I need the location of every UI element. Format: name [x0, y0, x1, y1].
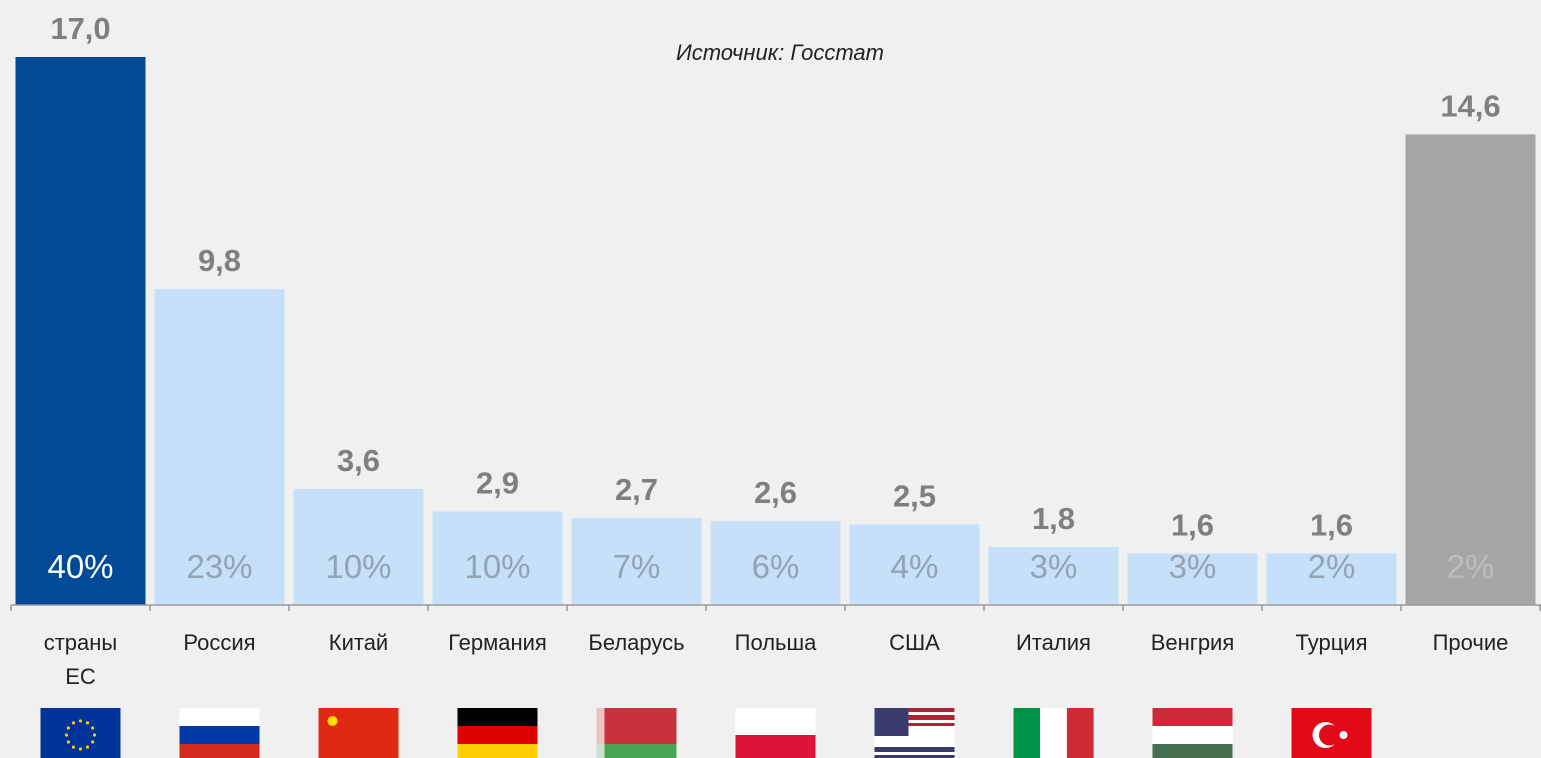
- value-label: 17,0: [50, 11, 110, 46]
- flag-star: [66, 740, 70, 744]
- bar: [1405, 134, 1536, 606]
- flag: [457, 726, 538, 745]
- flag: [179, 744, 260, 758]
- x-tick-label: Венгрия: [1150, 630, 1235, 655]
- flag-star: [66, 726, 70, 730]
- flag-stripe: [874, 752, 955, 755]
- share-label: 40%: [47, 548, 113, 585]
- flag: [596, 708, 677, 727]
- value-label: 1,6: [1310, 507, 1353, 542]
- flag-stripe: [874, 744, 955, 747]
- flag: [735, 708, 816, 736]
- value-label: 2,5: [893, 478, 936, 513]
- x-tick-label: Италия: [1016, 630, 1091, 655]
- flag-moon: [1319, 724, 1340, 746]
- x-tick-label: страны ЕС: [43, 630, 118, 689]
- flag: [179, 726, 260, 745]
- flag: [318, 708, 399, 758]
- x-tick-label: Турция: [1295, 630, 1368, 655]
- flag-canton: [874, 708, 909, 736]
- value-label: 2,9: [476, 466, 519, 501]
- bar: [154, 289, 285, 605]
- flag-star: [85, 721, 90, 725]
- x-tick-label: Прочие: [1432, 630, 1509, 655]
- flag: [1152, 744, 1233, 758]
- flag: [457, 708, 538, 727]
- bar: [849, 524, 980, 605]
- bar: [293, 488, 424, 605]
- bar: [1127, 553, 1258, 605]
- share-label: 3%: [1030, 548, 1078, 585]
- flag-star: [91, 740, 95, 744]
- x-tick-label: Беларусь: [588, 630, 685, 655]
- bar: [571, 517, 702, 605]
- flag-star: [91, 726, 95, 730]
- flag: [735, 735, 816, 758]
- flag: [596, 744, 677, 758]
- bar: [15, 57, 146, 605]
- x-tick-label: Китай: [328, 630, 389, 655]
- value-label: 1,8: [1032, 501, 1075, 536]
- share-label: 3%: [1169, 548, 1217, 585]
- bar: [432, 511, 563, 605]
- value-label: 2,6: [754, 475, 797, 510]
- share-label: 4%: [891, 548, 939, 585]
- flag: [179, 708, 260, 727]
- flag: [457, 744, 538, 758]
- bar: [710, 521, 841, 605]
- flag-star: [85, 745, 90, 749]
- flag-star: [327, 716, 338, 726]
- flag: [1013, 708, 1041, 758]
- x-tick-label: Россия: [183, 630, 256, 655]
- share-label: 23%: [186, 548, 252, 585]
- flag-stripe: [874, 712, 955, 715]
- value-label: 9,8: [198, 243, 241, 278]
- share-label: 2%: [1447, 548, 1495, 585]
- flag: [1040, 708, 1067, 758]
- source: Источник: Госстат: [676, 40, 884, 65]
- bar: [988, 546, 1119, 605]
- x-tick-label: США: [889, 630, 940, 655]
- x-tick-label: Германия: [448, 630, 547, 655]
- flag-ornament: [596, 708, 605, 758]
- flag-star: [71, 745, 76, 749]
- flag-star: [1339, 731, 1348, 739]
- flag-star: [78, 719, 83, 723]
- flag-star: [71, 721, 76, 725]
- flag-star: [64, 733, 69, 737]
- value-label: 2,7: [615, 472, 658, 507]
- share-label: 2%: [1308, 548, 1356, 585]
- flag-stripe: [874, 736, 955, 739]
- flag-star: [78, 747, 83, 751]
- share-label: 7%: [613, 548, 661, 585]
- flag: [1152, 726, 1233, 745]
- flag: [1152, 708, 1233, 727]
- flag: [1066, 708, 1094, 758]
- x-tick-label: Польша: [734, 630, 817, 655]
- flag-stripe: [874, 720, 955, 723]
- bar: [1266, 553, 1397, 605]
- flag-star: [92, 733, 97, 737]
- share-label: 10%: [325, 548, 391, 585]
- flag-stripe: [874, 728, 955, 731]
- share-label: 6%: [752, 548, 800, 585]
- share-label: 10%: [464, 548, 530, 585]
- value-label: 3,6: [337, 443, 380, 478]
- flag: [596, 726, 677, 745]
- value-label: 1,6: [1171, 507, 1214, 542]
- value-label: 14,6: [1440, 88, 1500, 123]
